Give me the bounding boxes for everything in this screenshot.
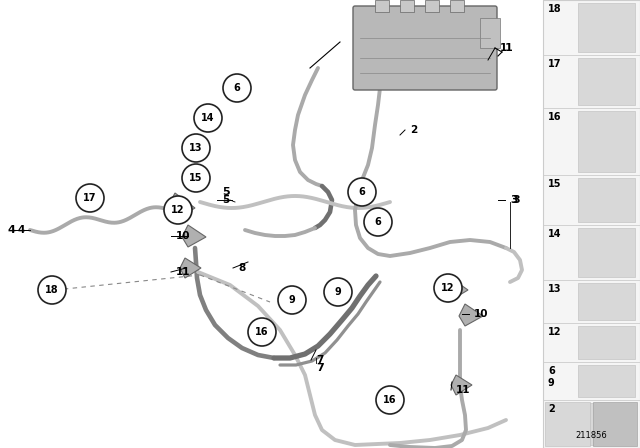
- Text: 12: 12: [548, 327, 561, 337]
- Bar: [578, 111, 635, 172]
- Circle shape: [223, 74, 251, 102]
- Circle shape: [324, 278, 352, 306]
- Text: 6: 6: [374, 217, 381, 227]
- Text: 15: 15: [189, 173, 203, 183]
- Text: 6
9: 6 9: [548, 366, 555, 388]
- Bar: [545, 402, 589, 446]
- Text: 16: 16: [383, 395, 397, 405]
- Text: 13: 13: [548, 284, 561, 294]
- Circle shape: [164, 196, 192, 224]
- Circle shape: [376, 386, 404, 414]
- Text: 7: 7: [316, 355, 323, 365]
- Text: 16: 16: [255, 327, 269, 337]
- Polygon shape: [459, 304, 483, 326]
- Text: 9: 9: [289, 295, 296, 305]
- Circle shape: [182, 164, 210, 192]
- Bar: [578, 326, 635, 359]
- Text: 18: 18: [45, 285, 59, 295]
- Text: 1: 1: [505, 43, 513, 53]
- Text: 2: 2: [548, 404, 555, 414]
- Circle shape: [76, 184, 104, 212]
- Polygon shape: [180, 258, 201, 278]
- FancyBboxPatch shape: [353, 6, 497, 90]
- Bar: [480, 18, 500, 48]
- Text: 9: 9: [335, 287, 341, 297]
- Bar: [593, 402, 637, 446]
- Circle shape: [38, 276, 66, 304]
- Text: 4: 4: [18, 225, 26, 235]
- Text: 6: 6: [234, 83, 241, 93]
- Circle shape: [278, 286, 306, 314]
- Text: 18: 18: [548, 4, 562, 14]
- Polygon shape: [451, 375, 472, 395]
- Text: 211856: 211856: [575, 431, 607, 440]
- Bar: [578, 365, 635, 397]
- Text: 15: 15: [548, 179, 561, 189]
- Text: 3: 3: [512, 195, 520, 205]
- Bar: [543, 0, 640, 448]
- Polygon shape: [182, 225, 206, 247]
- Text: 5: 5: [222, 195, 229, 205]
- Bar: [578, 283, 635, 320]
- Text: 6: 6: [358, 187, 365, 197]
- Bar: [578, 58, 635, 105]
- Bar: [578, 3, 635, 52]
- Text: 17: 17: [83, 193, 97, 203]
- Text: 16: 16: [548, 112, 561, 122]
- Text: 10: 10: [176, 231, 191, 241]
- Text: 12: 12: [172, 205, 185, 215]
- Text: 4: 4: [7, 225, 15, 235]
- Bar: [578, 178, 635, 222]
- Bar: [400, 0, 414, 12]
- Circle shape: [248, 318, 276, 346]
- Text: 1: 1: [500, 43, 508, 53]
- Text: 10: 10: [474, 309, 488, 319]
- Bar: [375, 0, 389, 12]
- Polygon shape: [167, 193, 195, 220]
- Circle shape: [194, 104, 222, 132]
- Text: 11: 11: [176, 267, 191, 277]
- Text: 17: 17: [548, 59, 561, 69]
- Circle shape: [364, 208, 392, 236]
- Text: 7: 7: [316, 363, 324, 373]
- Bar: [578, 403, 635, 445]
- Text: 2: 2: [410, 125, 417, 135]
- Text: 8: 8: [238, 263, 245, 273]
- Bar: [578, 228, 635, 277]
- Circle shape: [182, 134, 210, 162]
- Circle shape: [348, 178, 376, 206]
- Text: 12: 12: [441, 283, 455, 293]
- Text: 14: 14: [548, 229, 561, 239]
- Text: 13: 13: [189, 143, 203, 153]
- Bar: [425, 0, 439, 12]
- Text: 3: 3: [510, 195, 517, 205]
- Text: 11: 11: [456, 385, 470, 395]
- Text: 5: 5: [222, 187, 230, 197]
- Polygon shape: [440, 276, 468, 302]
- Circle shape: [434, 274, 462, 302]
- Text: 14: 14: [201, 113, 215, 123]
- Bar: [450, 0, 464, 12]
